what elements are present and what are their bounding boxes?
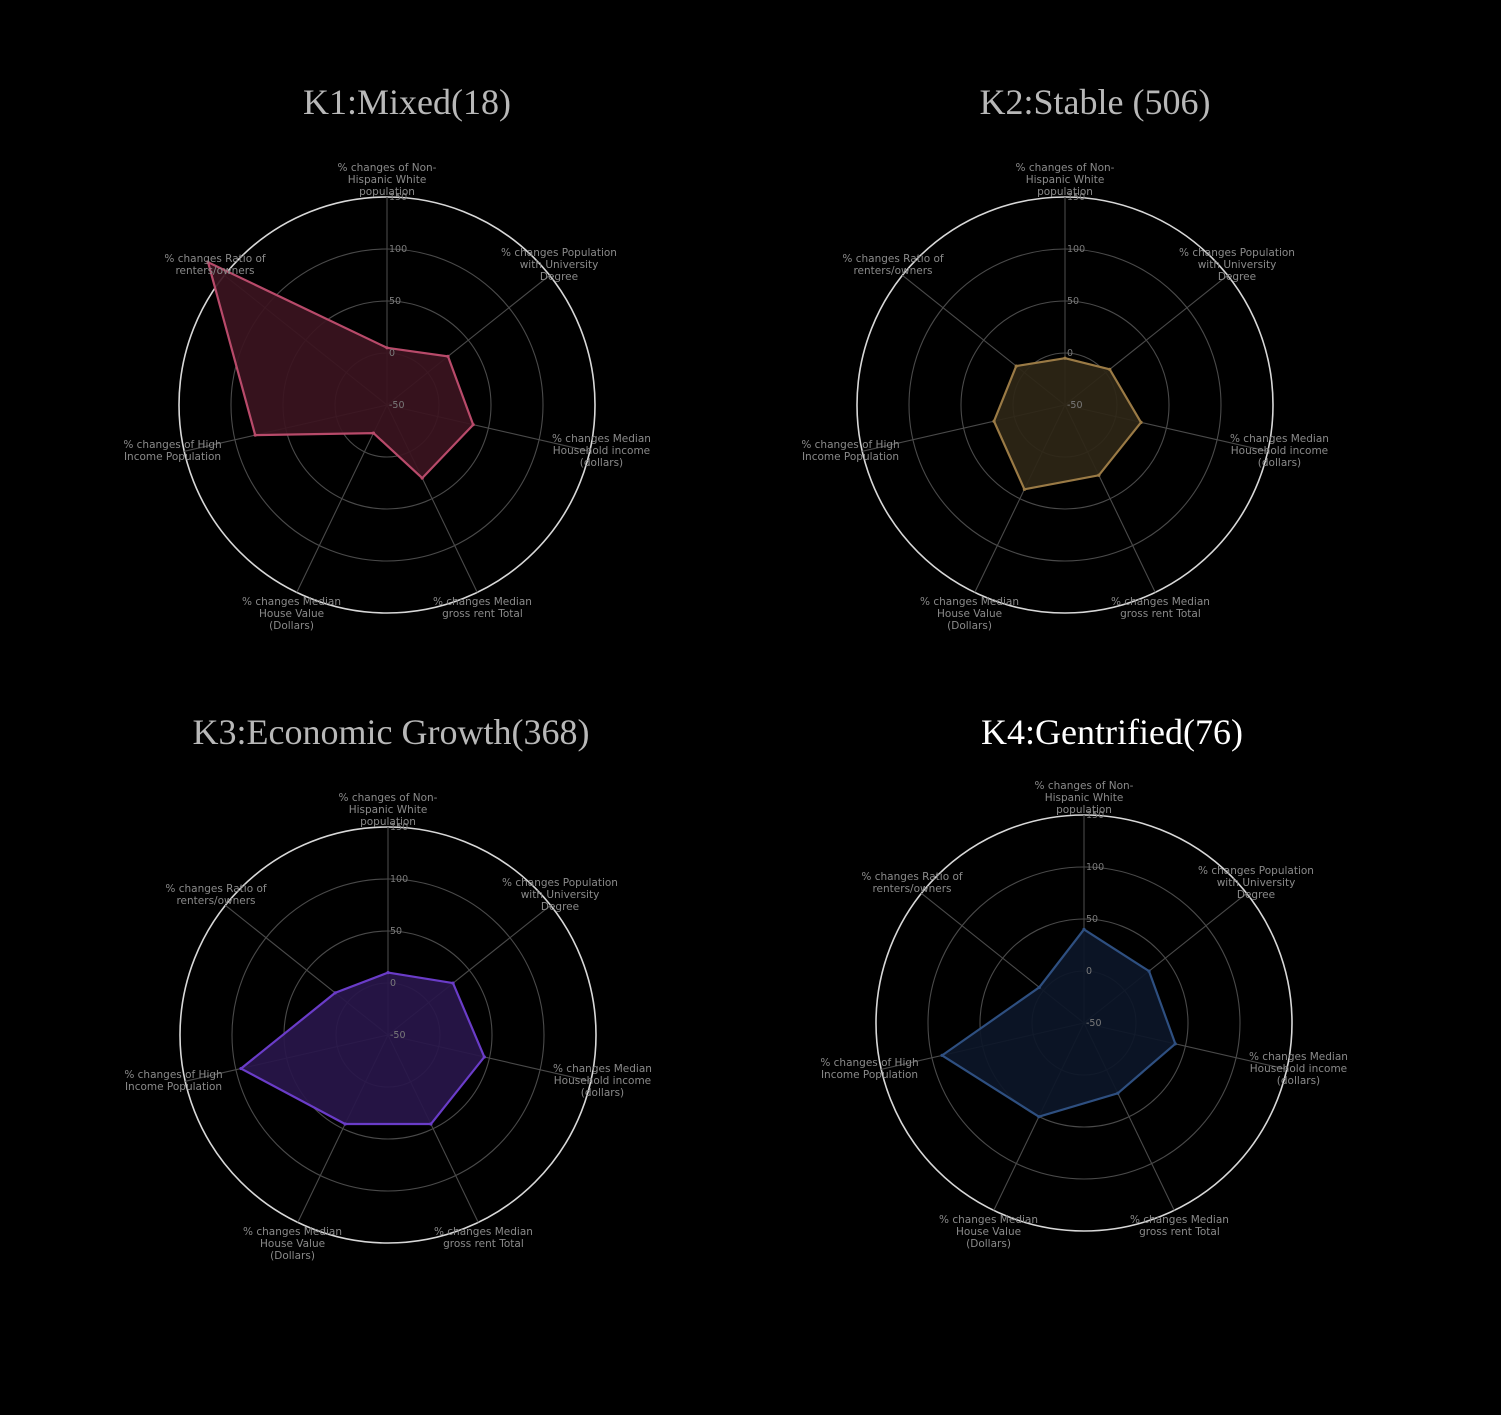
axis-label: % changes Ratio of renters/owners (164, 253, 265, 277)
radial-tick-label: -50 (390, 1030, 406, 1041)
data-point (206, 260, 210, 264)
radial-tick-label: 50 (390, 926, 402, 937)
axis-label: % changes of High Income Population (820, 1057, 918, 1081)
series-polygon (239, 971, 486, 1126)
radial-tick-label: 150 (1086, 810, 1104, 821)
radial-tick-label: 100 (1067, 244, 1085, 255)
data-point (1014, 364, 1018, 368)
axis-label: % changes Population with University Degre… (502, 877, 618, 913)
axis-label: % changes Median Household income (dollars… (1249, 1051, 1348, 1087)
series-polygon (940, 927, 1177, 1118)
radial-tick-label: 0 (1086, 966, 1092, 977)
data-point (1063, 356, 1067, 360)
axis-label: % changes Population with University Degre… (501, 247, 617, 283)
data-point (1108, 367, 1112, 371)
axis-label: % changes Median Household income (dollars… (553, 1063, 652, 1099)
axis-label: % changes Median Household income (dollars… (1230, 433, 1329, 469)
panel-title: K1:Mixed(18) (303, 82, 511, 122)
data-point (446, 354, 450, 358)
axis-label: % changes Median gross rent Total (1111, 596, 1210, 620)
axis-label: % changes Median Household income (dollars… (552, 433, 651, 469)
data-point (482, 1055, 486, 1059)
axis-label: % changes Ratio of renters/owners (165, 883, 266, 907)
axis-label: % changes of Non-Hispanic White populatio… (1035, 780, 1134, 816)
data-point (992, 419, 996, 423)
data-point (1082, 927, 1086, 932)
data-point (1139, 420, 1143, 424)
series-polygon (992, 357, 1143, 491)
data-point (451, 981, 455, 985)
data-point (333, 991, 337, 995)
panel-title: K4:Gentrified(76) (981, 712, 1243, 752)
axis-label: % changes of Non-Hispanic White populatio… (338, 162, 437, 198)
data-point (471, 423, 475, 427)
data-point (1173, 1042, 1177, 1046)
data-point (371, 431, 376, 435)
radial-tick-label: 0 (389, 348, 395, 359)
axis-label: % changes of High Income Population (801, 439, 899, 463)
radial-tick-label: 150 (390, 822, 408, 833)
data-point (429, 1122, 433, 1126)
axis-label: % changes of High Income Population (124, 1069, 222, 1093)
axis-label: % changes Median gross rent Total (434, 1226, 533, 1250)
data-point (343, 1122, 347, 1126)
axis-label: % changes Population with University Degre… (1179, 247, 1295, 283)
radial-tick-label: 100 (389, 244, 407, 255)
data-point (386, 971, 390, 975)
radial-tick-label: 50 (1067, 296, 1079, 307)
radial-tick-label: 50 (1086, 914, 1098, 925)
data-point (1037, 985, 1041, 989)
radial-tick-label: 150 (389, 192, 407, 203)
radial-tick-label: -50 (1067, 400, 1083, 411)
data-point (1097, 473, 1101, 477)
data-point (253, 433, 257, 437)
data-point (1116, 1091, 1120, 1095)
axis-label: % changes of Non-Hispanic White populatio… (1016, 162, 1115, 198)
axis-label: % changes Median House Value (Dollars) (242, 596, 341, 632)
data-point (385, 346, 389, 350)
axis-spoke (296, 404, 388, 593)
radial-tick-label: -50 (389, 400, 405, 411)
axis-label: % changes Median gross rent Total (433, 596, 532, 620)
radial-tick-label: 100 (390, 874, 408, 885)
radial-tick-label: 0 (1067, 348, 1073, 359)
series-polygon (206, 260, 475, 480)
axis-label: % changes Median House Value (Dollars) (939, 1214, 1038, 1250)
axis-label: % changes Median House Value (Dollars) (920, 596, 1019, 632)
data-point (1147, 969, 1151, 973)
axis-label: % changes of High Income Population (123, 439, 221, 463)
axis-label: % changes Median House Value (Dollars) (243, 1226, 342, 1262)
radial-tick-label: 50 (389, 296, 401, 307)
data-point (1037, 1115, 1041, 1119)
axis-label: % changes Population with University Degre… (1198, 865, 1314, 901)
axis-label: % changes of Non-Hispanic White populatio… (339, 792, 438, 828)
radar-panel-k1: K1:Mixed(18) -50 0 50 100 150% changes of Non… (123, 82, 651, 632)
axis-label: % changes Median gross rent Total (1130, 1214, 1229, 1238)
axis-label: % changes Ratio of renters/owners (861, 871, 962, 895)
radial-tick-label: 0 (390, 978, 396, 989)
radial-tick-label: 100 (1086, 862, 1104, 873)
panel-title: K3:Economic Growth(368) (193, 712, 590, 752)
data-point (1022, 487, 1026, 491)
panel-title: K2:Stable (506) (980, 82, 1211, 122)
radial-tick-label: 150 (1067, 192, 1085, 203)
data-point (420, 476, 424, 480)
radial-tick-label: -50 (1086, 1018, 1102, 1029)
data-point (239, 1066, 243, 1071)
data-point (940, 1053, 944, 1057)
axis-label: % changes Ratio of renters/owners (842, 253, 943, 277)
